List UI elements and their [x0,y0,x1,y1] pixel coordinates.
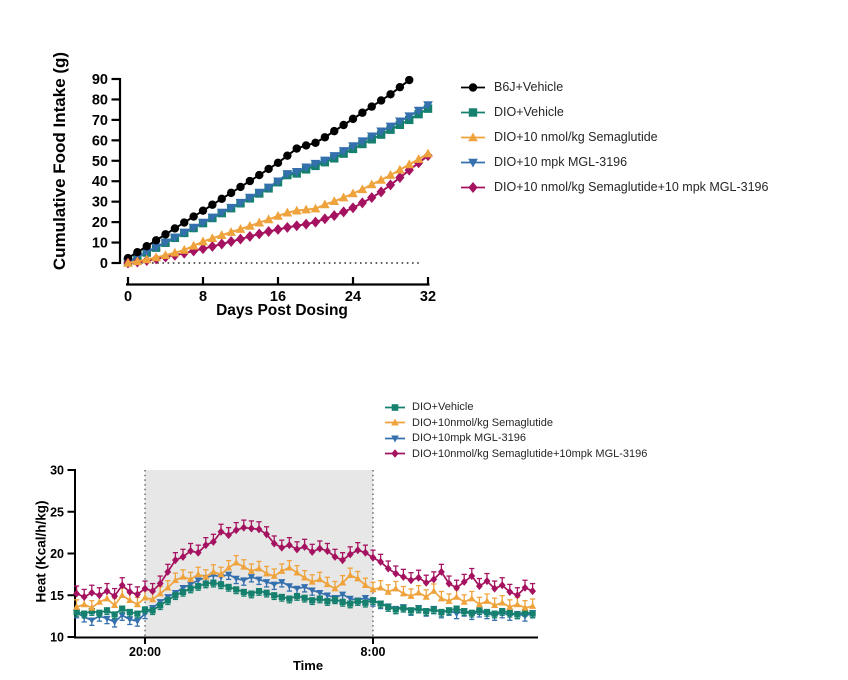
chart1-y-tick-label: 80 [92,92,108,108]
chart1-x-tick-label: 8 [199,289,207,305]
chart1-y-tick-label: 0 [100,256,108,272]
legend-label: DIO+Vehicle [412,401,474,413]
legend-item-b6j-vehicle: B6J+Vehicle [460,80,768,94]
legend-label: DIO+10nmol/kg Semaglutide+10mpk MGL-3196 [412,447,648,460]
series-dio-vehicle [73,579,536,620]
chart1-y-tick-label: 30 [92,195,108,211]
chart1-x-axis-title: Days Post Dosing [216,302,348,319]
chart2-x-axis-title: Time [292,658,324,673]
chart1-x-tick-label: 16 [270,289,286,305]
chart1-x-tick-label: 32 [420,289,436,305]
triangle-down-marker-icon [461,158,485,168]
chart2-y-tick-label: 30 [50,464,64,478]
chart2-y-tick-label: 20 [50,547,64,561]
legend-item-dio-vehicle: DIO+Vehicle [460,105,768,119]
chart2-y-axis-title: Heat (Kcal/h/kg) [33,500,49,603]
series-dio-10nmol-kg-semaglutide-10mpk-mgl-3196 [73,519,537,601]
legend-item-dio-10nmol-kg-semaglutide-10mpk-mgl-3196: DIO+10nmol/kg Semaglutide+10mpk MGL-3196 [384,448,647,460]
series-dio-10-nmol-kg-semaglutide [123,148,433,267]
legend-item-dio-10mpk-mgl-3196: DIO+10mpk MGL-3196 [384,432,647,444]
chart2-x-tick-label: 20:00 [129,645,161,659]
chart1-x-tick-label: 24 [345,289,361,305]
chart2-y-tick-label: 15 [50,589,64,603]
diamond-marker-icon [385,449,405,458]
chart1-y-tick-label: 90 [92,72,108,88]
chart1-y-tick-label: 60 [92,133,108,149]
chart1-y-tick-label: 20 [92,215,108,231]
chart1-y-tick-label: 70 [92,113,108,129]
chart1-y-axis-title: Cumulative Food Intake (g) [50,51,69,271]
chart2-y-tick-label: 25 [50,505,64,519]
chart1-x-axis: 0 8 16 24 32 [124,277,436,305]
legend-label: DIO+10nmol/kg Semaglutide [412,416,553,429]
chart1-legend: B6J+Vehicle DIO+Vehicle DIO+10 nmol/kg Sem… [460,80,768,194]
legend-item-dio-10nmol-kg-semaglutide: DIO+10nmol/kg Semaglutide [384,417,647,429]
legend-label: DIO+10 nmol/kg Semaglutide+10 mpk MGL-31… [494,180,769,194]
series-b6j-vehicle [123,75,414,263]
legend-item-dio-10-nmol-kg-semaglutide: DIO+10 nmol/kg Semaglutide [460,130,768,144]
legend-label: DIO+Vehicle [494,105,564,119]
dark-phase-region [145,470,373,637]
chart1-y-tick-label: 50 [92,154,108,170]
series-dio-10nmol-kg-semaglutide [73,554,537,611]
chart1-y-axis: 0 10 20 30 40 50 60 70 80 90 [92,72,122,272]
chart1-y-tick-label: 10 [92,236,108,252]
diamond-marker-icon [461,181,485,193]
circle-marker-icon [461,82,485,92]
chart1-y-tick-label: 40 [92,174,108,190]
chart1: 0 10 20 30 40 50 60 70 80 90 0 8 16 24 32 [92,72,436,305]
legend-label: B6J+Vehicle [494,80,564,94]
legend-label: DIO+10mpk MGL-3196 [412,432,527,444]
triangle-up-marker-icon [385,418,405,426]
chart2-x-tick-label: 8:00 [360,645,385,659]
chart2: 10 15 20 25 30 20:00 8:00 [50,464,538,659]
chart2-x-axis: 20:00 8:00 [74,636,538,659]
chart2-y-tick-label: 10 [50,631,64,645]
legend-label: DIO+10 mpk MGL-3196 [494,155,628,169]
series-dio-10-nmol-kg-semaglutide-10-mpk-mgl-3196 [123,150,433,269]
chart2-y-axis: 10 15 20 25 30 [50,464,76,645]
square-marker-icon [385,403,405,411]
triangle-up-marker-icon [461,131,485,141]
legend-item-dio-vehicle: DIO+Vehicle [384,401,647,413]
triangle-down-marker-icon [385,435,405,442]
legend-item-dio-10-mpk-mgl-3196: DIO+10 mpk MGL-3196 [460,155,768,169]
series-dio-10-mpk-mgl-3196 [123,101,433,268]
legend-label: DIO+10 nmol/kg Semaglutide [494,130,658,144]
square-marker-icon [461,107,485,117]
chart2-legend: DIO+Vehicle DIO+10nmol/kg Semaglutide DIO+… [384,401,647,460]
chart1-x-tick-label: 0 [124,289,132,305]
legend-item-dio-10-nmol-kg-semaglutide-10-mpk-mgl-3196: DIO+10 nmol/kg Semaglutide+10 mpk MGL-31… [460,180,768,194]
